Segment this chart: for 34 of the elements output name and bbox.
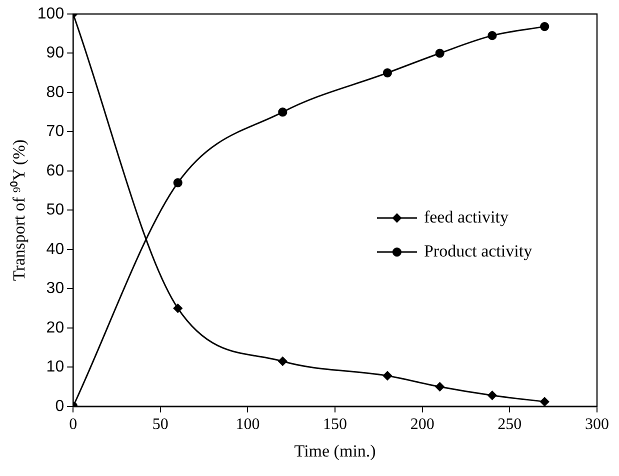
y-tick-label: 40 xyxy=(46,240,64,258)
point xyxy=(173,304,182,313)
y-tick-label: 100 xyxy=(37,5,64,22)
point xyxy=(540,22,550,32)
legend-label: Product activity xyxy=(424,242,533,261)
y-tick-label: 60 xyxy=(46,162,64,180)
point xyxy=(540,397,550,406)
x-tick-label: 0 xyxy=(69,416,78,434)
point xyxy=(488,31,497,40)
point xyxy=(435,48,444,58)
y-tick-label: 10 xyxy=(46,358,64,376)
y-tick-label: 30 xyxy=(46,280,64,298)
x-tick-label: 100 xyxy=(236,416,260,434)
legend-label: feed activity xyxy=(424,208,509,227)
y-axis-title: Transport of ⁹⁰Y (%) xyxy=(10,139,29,281)
x-tick-label: 250 xyxy=(498,416,522,434)
point xyxy=(488,390,497,400)
point xyxy=(278,108,288,117)
y-tick-label: 90 xyxy=(46,44,64,62)
x-tick-label: 300 xyxy=(585,416,609,434)
point xyxy=(382,371,392,380)
y-tick-label: 70 xyxy=(46,123,64,140)
y-tick-label: 0 xyxy=(55,398,64,415)
x-tick-label: 150 xyxy=(323,416,348,434)
y-tick-label: 80 xyxy=(46,84,64,101)
x-tick-label: 50 xyxy=(152,416,168,434)
y-tick-label: 20 xyxy=(46,319,64,336)
x-axis-title: Time (min.) xyxy=(294,441,376,460)
x-tick-label: 200 xyxy=(410,416,434,434)
point xyxy=(173,178,182,188)
point xyxy=(382,68,392,78)
point xyxy=(435,382,444,392)
point xyxy=(278,356,288,366)
y-tick-label: 50 xyxy=(46,202,64,219)
